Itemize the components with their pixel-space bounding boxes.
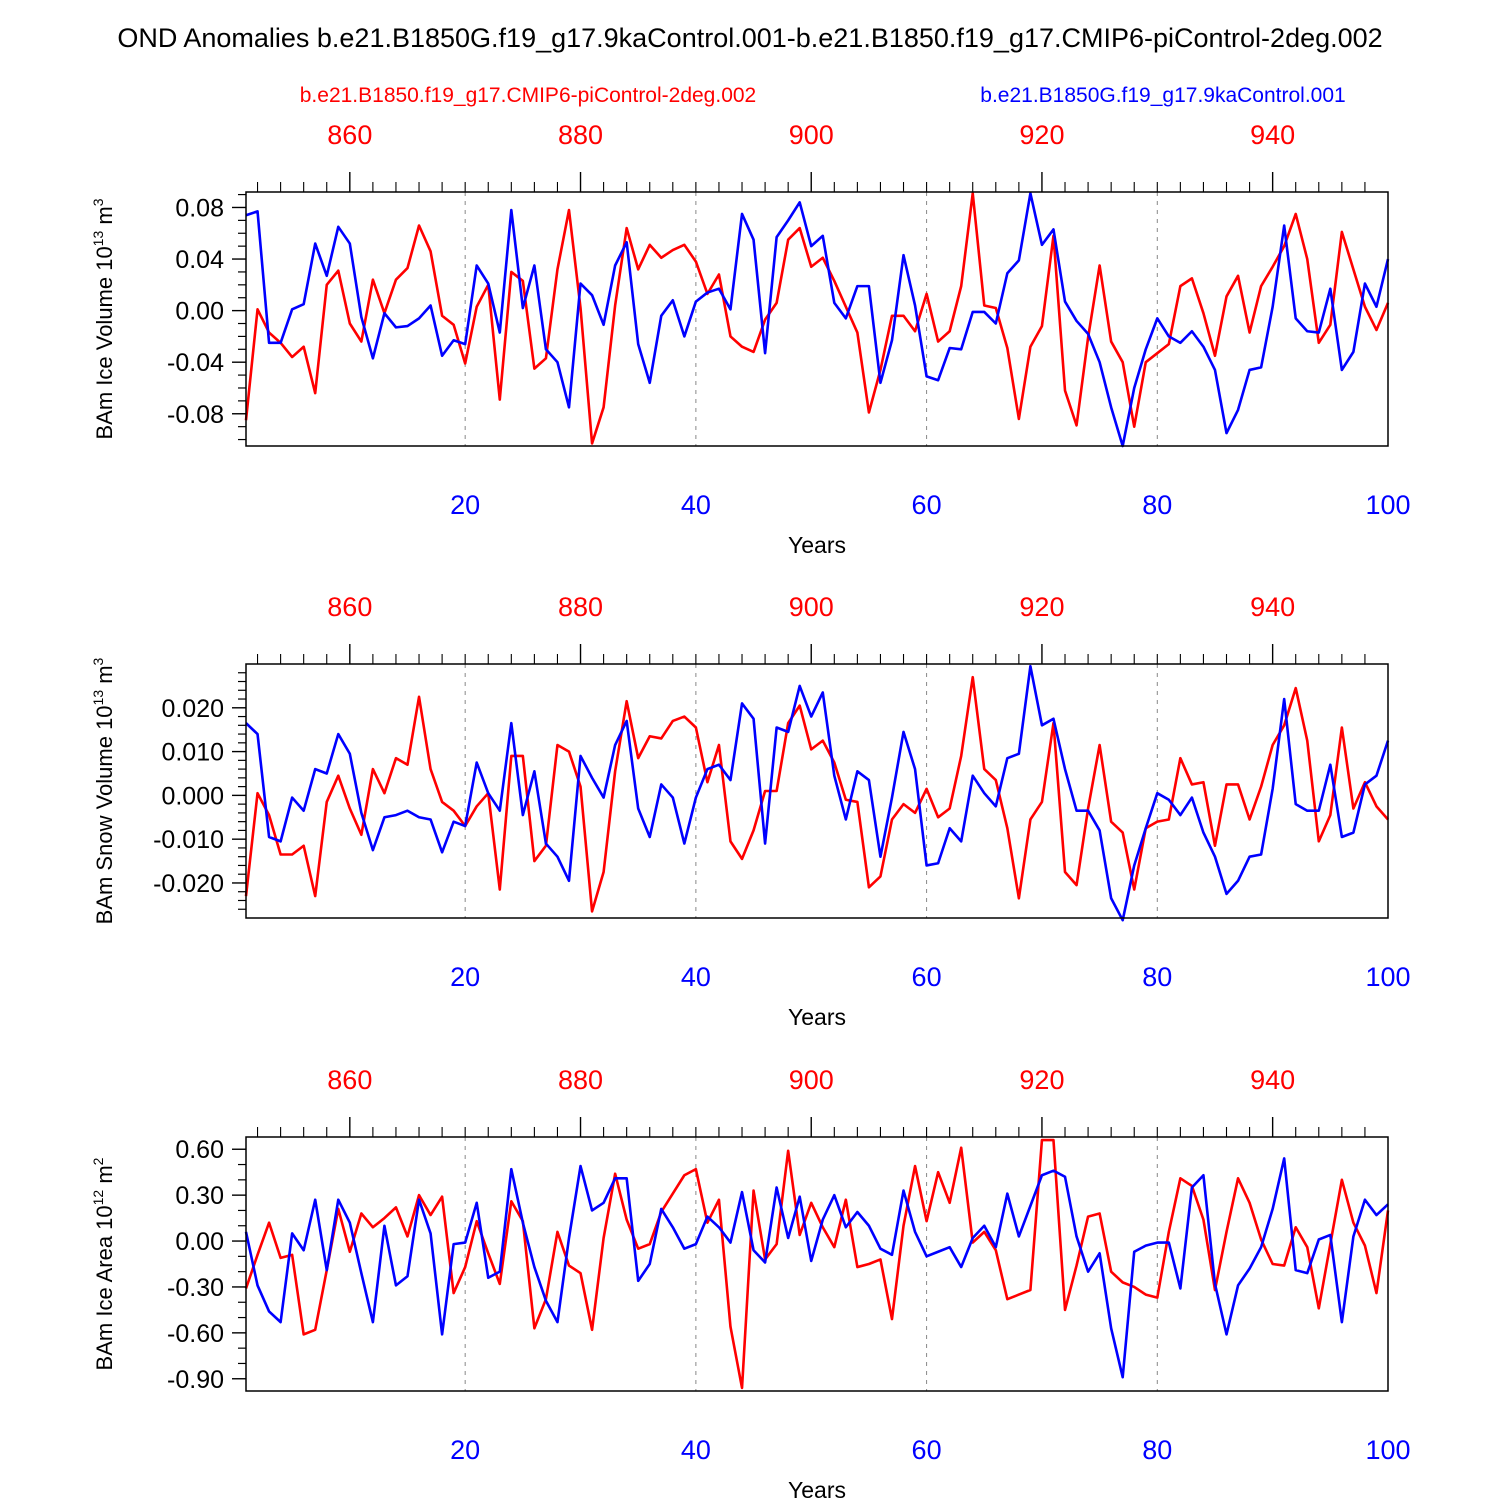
y-tick-label: -0.90	[167, 1366, 224, 1394]
figure-title: OND Anomalies b.e21.B1850G.f19_g17.9kaCo…	[117, 23, 1382, 53]
y-tick-label: -0.010	[153, 826, 224, 854]
y-tick-label: 0.020	[161, 695, 224, 723]
y-axis-title-text: BAm Ice Volume 10	[92, 246, 117, 439]
series-line-blue	[245, 191, 1390, 448]
x-tick-label-top: 940	[1250, 592, 1295, 622]
x-tick-label-bottom: 60	[912, 490, 942, 520]
series-line-red	[244, 1138, 1390, 1390]
chart-panels: -0.08 -0.04 0.00 0.04 0.08 20 40 60 80 100 860 880 9…	[90, 120, 1411, 1503]
x-tick-label-bottom: 100	[1365, 1435, 1410, 1465]
plot-frame	[245, 191, 1389, 447]
series-line-red	[244, 191, 1390, 445]
x-tick-label-top: 880	[558, 1065, 603, 1095]
x-tick-label-top: 900	[789, 120, 834, 150]
x-tick-label-top: 940	[1250, 120, 1295, 150]
x-tick-label-top: 900	[789, 592, 834, 622]
plot-frame	[245, 1136, 1389, 1392]
x-tick-label-bottom: 80	[1142, 1435, 1172, 1465]
x-tick-label-top: 940	[1250, 1065, 1295, 1095]
x-tick-label-bottom: 60	[912, 962, 942, 992]
x-tick-label-bottom: 40	[681, 490, 711, 520]
y-tick-label: 0.08	[175, 194, 224, 222]
chart-panel-2: -0.020 -0.010 0.000 0.010 0.020 20 40 60 80 100 86…	[90, 592, 1411, 1030]
x-tick-label-bottom: 80	[1142, 962, 1172, 992]
x-tick-label-top: 920	[1019, 1065, 1064, 1095]
y-axis-title-unit-exponent: 3	[90, 198, 106, 206]
series-line-red	[244, 675, 1389, 913]
chart-panel-3: -0.90 -0.60 -0.30 0.00 0.30 0.60 20 40 60 80 100 86…	[90, 1065, 1411, 1503]
y-tick-label: 0.00	[175, 1228, 224, 1256]
series-line-blue	[244, 1157, 1389, 1379]
y-axis-title-exponent: 13	[90, 690, 106, 706]
y-axis-title: BAm Snow Volume 1013 m3	[90, 657, 117, 924]
x-tick-label-top: 880	[558, 592, 603, 622]
y-tick-label: -0.60	[167, 1320, 224, 1348]
y-tick-label: 0.30	[175, 1182, 224, 1210]
y-tick-label: -0.30	[167, 1274, 224, 1302]
x-tick-label-top: 920	[1019, 592, 1064, 622]
x-tick-label-top: 860	[327, 1065, 372, 1095]
y-axis-title-unit: m	[92, 206, 117, 230]
x-tick-label-top: 900	[789, 1065, 834, 1095]
y-axis-title-exponent: 13	[90, 231, 106, 247]
chart-panel-1: -0.08 -0.04 0.00 0.04 0.08 20 40 60 80 100 860 880 9…	[90, 120, 1411, 558]
y-tick-label: -0.04	[167, 349, 224, 377]
x-tick-label-bottom: 40	[681, 1435, 711, 1465]
x-axis-title: Years	[788, 1004, 846, 1030]
y-tick-label: 0.010	[161, 739, 224, 767]
legend-red-label: b.e21.B1850.f19_g17.CMIP6-piControl-2deg…	[300, 84, 756, 107]
y-axis-title-text: BAm Ice Area 10	[92, 1205, 117, 1370]
y-tick-label: 0.000	[161, 782, 224, 810]
y-axis-title-text: BAm Snow Volume 10	[92, 705, 117, 924]
plot-frame	[245, 663, 1389, 919]
x-tick-label-bottom: 20	[450, 490, 480, 520]
x-tick-label-top: 860	[327, 592, 372, 622]
y-axis-title-unit: m	[92, 1165, 117, 1189]
x-axis-title: Years	[788, 532, 846, 558]
x-tick-label-bottom: 60	[912, 1435, 942, 1465]
x-tick-label-bottom: 100	[1365, 962, 1410, 992]
y-axis-title-unit-exponent: 3	[90, 657, 106, 665]
x-tick-label-top: 860	[327, 120, 372, 150]
x-tick-label-bottom: 40	[681, 962, 711, 992]
x-tick-label-bottom: 100	[1365, 490, 1410, 520]
y-axis-title-unit: m	[92, 665, 117, 689]
y-axis-title: BAm Ice Area 1012 m2	[90, 1157, 117, 1370]
y-tick-label: 0.00	[175, 298, 224, 326]
x-tick-label-top: 920	[1019, 120, 1064, 150]
y-axis-title: BAm Ice Volume 1013 m3	[90, 198, 117, 439]
y-tick-label: -0.020	[153, 870, 224, 898]
x-tick-label-bottom: 80	[1142, 490, 1172, 520]
y-axis-title-exponent: 12	[90, 1190, 106, 1206]
x-tick-label-top: 880	[558, 120, 603, 150]
y-tick-label: 0.60	[175, 1136, 224, 1164]
y-tick-label: -0.08	[167, 401, 224, 429]
legend-blue-label: b.e21.B1850G.f19_g17.9kaControl.001	[980, 84, 1345, 107]
series-line-blue	[245, 664, 1390, 922]
x-tick-label-bottom: 20	[450, 962, 480, 992]
y-axis-title-unit-exponent: 2	[90, 1157, 106, 1165]
x-axis-title: Years	[788, 1477, 846, 1500]
y-tick-label: 0.04	[175, 246, 224, 274]
x-tick-label-bottom: 20	[450, 1435, 480, 1465]
